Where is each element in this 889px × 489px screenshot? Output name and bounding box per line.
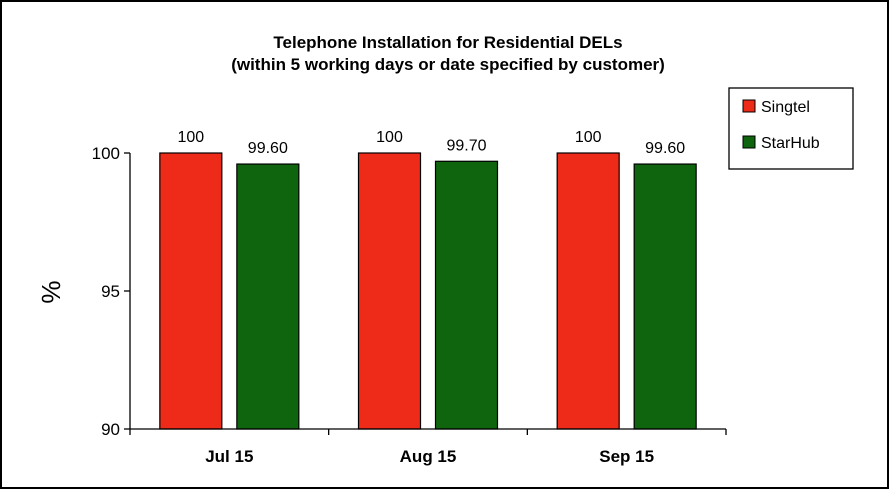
y-tick-label-100: 100 (92, 144, 120, 163)
chart-subtitle: (within 5 working days or date specified… (231, 55, 665, 74)
legend-items: Singtel StarHub (742, 99, 820, 152)
bar-singtel-sep-15 (556, 152, 620, 430)
data-label-starhub-aug-15: 99.70 (446, 137, 486, 154)
y-tick-label-90: 90 (101, 420, 120, 439)
bars-layer (159, 152, 697, 430)
y-tick-label-95: 95 (101, 282, 120, 301)
data-label-singtel-aug-15: 100 (376, 129, 403, 146)
y-axis-label: % (36, 280, 66, 303)
bar-starhub-sep-15 (633, 163, 697, 430)
chart-title: Telephone Installation for Residential D… (273, 33, 622, 52)
data-label-starhub-sep-15: 99.60 (645, 140, 685, 157)
legend-label-singtel: Singtel (761, 99, 810, 116)
bar-singtel-jul-15 (159, 152, 223, 430)
bar-starhub-jul-15 (236, 163, 300, 430)
x-tick-label-sep-15: Sep 15 (599, 447, 654, 466)
data-label-starhub-jul-15: 99.60 (248, 140, 288, 157)
x-tick-label-aug-15: Aug 15 (400, 447, 457, 466)
bar-singtel-aug-15 (357, 152, 422, 430)
legend: Singtel StarHub (728, 87, 854, 170)
data-label-singtel-jul-15: 100 (177, 129, 204, 146)
x-tick-label-jul-15: Jul 15 (205, 447, 253, 466)
legend-swatch-singtel (742, 99, 756, 113)
bar-starhub-aug-15 (434, 160, 499, 430)
axis-layer (124, 152, 727, 435)
data-label-singtel-sep-15: 100 (575, 129, 602, 146)
legend-label-starhub: StarHub (761, 135, 820, 152)
labels-layer: 100 99.60 Jul 15 100 99.70 Aug 15 100 99.60 Sep … (92, 129, 686, 466)
legend-swatch-starhub (742, 135, 756, 149)
